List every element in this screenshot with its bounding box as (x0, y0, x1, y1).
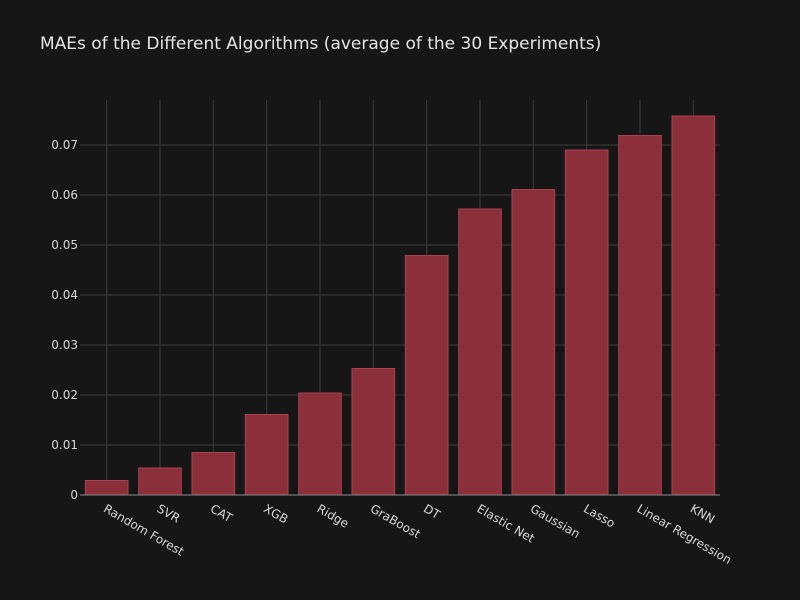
bar (138, 467, 182, 496)
x-tick-label: Ridge (315, 501, 352, 530)
x-tick-label: CAT (208, 501, 235, 525)
x-tick-label: SVR (155, 501, 183, 525)
bar (298, 392, 342, 496)
y-tick-label: 0 (70, 488, 78, 502)
x-tick-label: KNN (688, 501, 717, 526)
bar (84, 480, 129, 496)
bars (84, 115, 716, 496)
y-tick-label: 0.01 (51, 438, 78, 452)
x-tick-label: Linear Regression (635, 501, 734, 566)
bar (671, 115, 716, 496)
y-tick-label: 0.06 (51, 188, 78, 202)
x-tick-label: DT (421, 501, 443, 522)
bar (404, 255, 449, 496)
y-tick-label: 0.04 (51, 288, 78, 302)
x-tick-label: Elastic Net (475, 501, 538, 545)
x-tick-label: Lasso (581, 501, 617, 530)
bar (511, 189, 556, 496)
bar (191, 452, 236, 496)
y-tick-label: 0.05 (51, 238, 78, 252)
bar (458, 208, 502, 496)
y-tick-label: 0.07 (51, 138, 78, 152)
x-tick-label: XGB (261, 501, 290, 526)
y-tick-label: 0.03 (51, 338, 78, 352)
x-tick-label: Gaussian (528, 501, 583, 541)
bar (351, 368, 396, 496)
chart-title: MAEs of the Different Algorithms (averag… (40, 34, 602, 54)
x-tick-label: GraBoost (368, 501, 423, 541)
bar (244, 414, 289, 496)
bar (564, 149, 609, 496)
y-tick-label: 0.02 (51, 388, 78, 402)
bar (618, 135, 662, 496)
